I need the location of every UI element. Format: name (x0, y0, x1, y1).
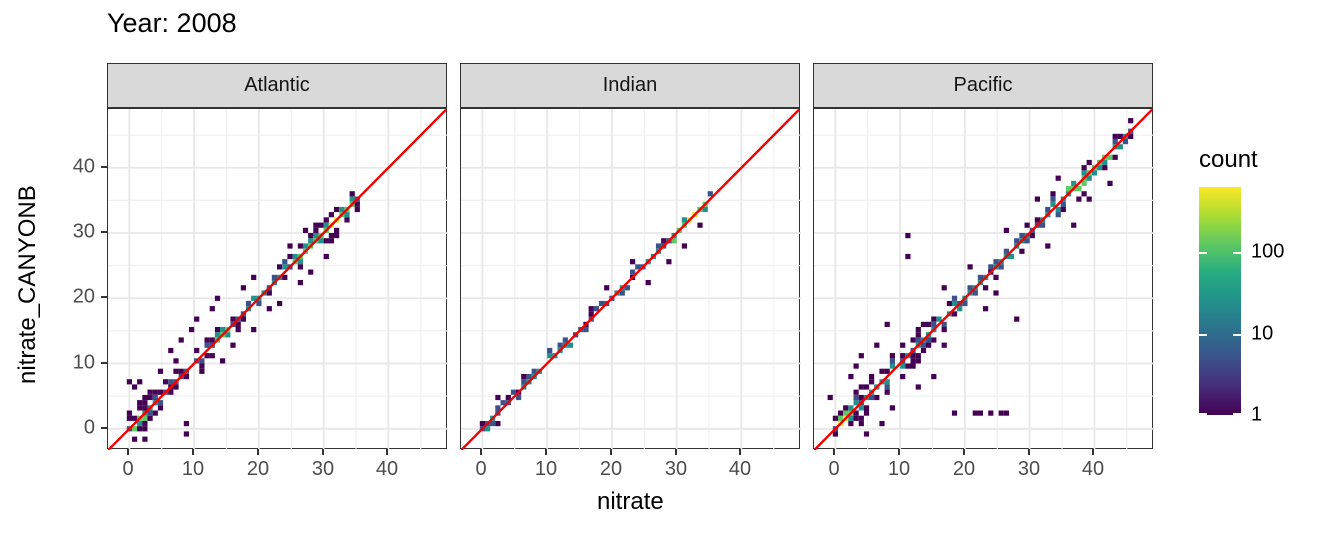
x-tick-mark (833, 449, 835, 455)
x-tick-mark (963, 449, 965, 455)
legend-tick-dash (1233, 413, 1241, 415)
y-tick-label: 40 (72, 155, 95, 178)
x-tick-mark (739, 449, 741, 455)
x-tick-label: 20 (246, 458, 270, 480)
y-tick-label: 10 (72, 351, 95, 374)
y-tick-label: 20 (72, 285, 95, 308)
legend-tick-label: 1 (1251, 403, 1263, 426)
facet-strip: Pacific (813, 63, 1153, 108)
legend-colorbar (1199, 187, 1241, 415)
identity-line (108, 109, 447, 450)
legend-tick-label: 100 (1251, 240, 1285, 263)
x-tick-label: 10 (534, 458, 558, 480)
y-axis-title: nitrate_CANYONB (14, 184, 41, 384)
x-tick-mark (480, 449, 482, 455)
panel-canvas (814, 109, 1154, 450)
facet-strip-label: Atlantic (244, 74, 310, 96)
facet-strip: Atlantic (107, 63, 447, 108)
legend-tick-dash (1199, 334, 1207, 336)
legend-tick-dash (1199, 413, 1207, 415)
legend-tick-dash (1199, 252, 1207, 254)
facet-panel (107, 108, 448, 450)
y-tick-label: 30 (72, 220, 95, 243)
legend-title: count (1199, 146, 1258, 173)
identity-line (461, 109, 800, 450)
plot-title: Year: 2008 (107, 8, 237, 38)
legend-tick-dash (1233, 252, 1241, 254)
facet-strip: Indian (460, 63, 800, 108)
x-tick-mark (898, 449, 900, 455)
y-tick-mark (101, 427, 107, 429)
identity-line (814, 109, 1153, 450)
x-tick-mark (610, 449, 612, 455)
x-tick-mark (386, 449, 388, 455)
x-tick-label: 40 (728, 458, 752, 480)
x-tick-mark (127, 449, 129, 455)
facet-panel (460, 108, 801, 450)
x-tick-mark (192, 449, 194, 455)
facet-strip-label: Indian (602, 74, 658, 96)
panel-canvas (461, 109, 801, 450)
legend-tick-label: 10 (1251, 322, 1274, 345)
x-tick-label: 10 (887, 458, 911, 480)
x-tick-label: 20 (599, 458, 623, 480)
x-tick-mark (675, 449, 677, 455)
x-tick-label: 0 (122, 458, 134, 480)
x-tick-mark (1028, 449, 1030, 455)
facet-strip-label: Pacific (953, 74, 1013, 96)
x-tick-mark (322, 449, 324, 455)
x-tick-mark (1092, 449, 1094, 455)
y-tick-mark (101, 296, 107, 298)
x-tick-label: 30 (311, 458, 335, 480)
x-tick-label: 30 (664, 458, 688, 480)
y-tick-mark (101, 362, 107, 364)
y-tick-mark (101, 231, 107, 233)
x-tick-label: 40 (375, 458, 399, 480)
x-axis-title: nitrate (597, 488, 664, 515)
facet-panel (813, 108, 1154, 450)
panel-canvas (108, 109, 448, 450)
y-tick-mark (101, 166, 107, 168)
x-tick-label: 0 (828, 458, 840, 480)
x-tick-label: 30 (1017, 458, 1041, 480)
gridlines (461, 109, 801, 450)
y-tick-label: 0 (83, 416, 95, 439)
x-tick-label: 10 (181, 458, 205, 480)
x-tick-label: 20 (952, 458, 976, 480)
x-tick-label: 0 (475, 458, 487, 480)
x-tick-mark (545, 449, 547, 455)
x-tick-label: 40 (1081, 458, 1105, 480)
x-tick-mark (257, 449, 259, 455)
legend-tick-dash (1233, 334, 1241, 336)
